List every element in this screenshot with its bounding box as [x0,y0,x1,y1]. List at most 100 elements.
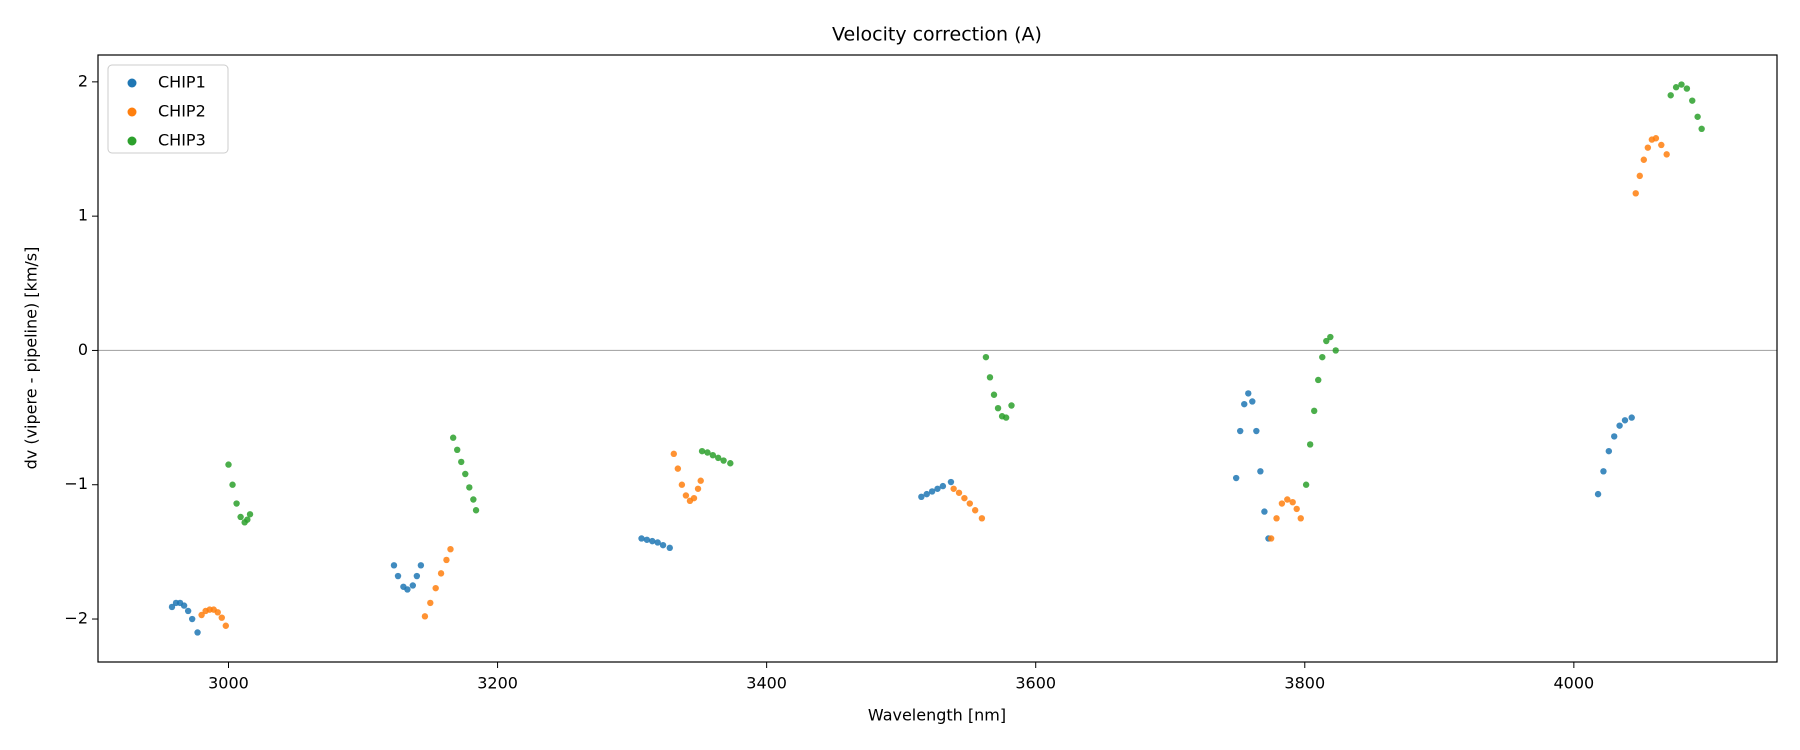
data-point [966,500,973,507]
data-point [994,404,1002,412]
data-point [1667,92,1674,99]
data-point [1644,144,1652,151]
data-point [1652,135,1660,142]
data-point [449,434,457,441]
y-tick-label: 1 [78,206,88,225]
data-point [180,602,188,609]
data-point [168,603,176,611]
x-tick-label: 3600 [1015,674,1056,693]
data-point [678,481,686,488]
data-point [1315,376,1322,384]
data-point [690,494,698,502]
data-point [1293,505,1300,513]
y-tick-label: 0 [78,340,88,359]
data-point [1658,141,1665,149]
data-point [466,484,473,491]
data-point [437,570,445,577]
legend-label: CHIP3 [158,131,206,150]
data-point [237,513,244,521]
data-point [1278,500,1286,507]
data-point [390,562,398,569]
legend-marker [127,78,137,88]
data-point [1241,400,1248,408]
data-point [458,458,465,466]
data-point [1232,474,1240,482]
data-point [720,457,727,464]
x-tick-label: 4000 [1553,674,1594,693]
data-point [472,507,480,514]
data-point [659,541,667,549]
data-point [218,614,225,621]
data-point [1621,417,1629,424]
data-point [1261,508,1268,515]
data-point [1694,113,1701,120]
legend-marker [127,136,137,146]
data-point [404,586,411,593]
data-point [1600,468,1607,475]
data-point [950,485,957,492]
data-point [715,454,722,462]
data-point [421,613,429,620]
data-point [1327,333,1334,341]
data-point [1253,427,1260,435]
data-point [704,449,711,456]
data-point [447,545,454,553]
data-point [1663,151,1670,158]
data-point [1605,447,1613,455]
data-point [184,607,192,615]
data-point [727,460,734,467]
data-point [1640,156,1648,163]
data-point [194,629,201,636]
data-point [1319,353,1326,361]
data-point [1002,414,1010,421]
data-point [1616,422,1623,429]
data-point [188,615,196,623]
data-point [649,537,656,545]
x-tick-label: 3400 [746,674,787,693]
data-point [1611,433,1618,440]
legend-box [107,64,229,154]
data-point [670,450,678,458]
data-point [470,496,477,503]
data-point [1332,347,1339,354]
data-point [1632,190,1639,197]
data-point [1249,398,1256,405]
data-point [971,507,979,514]
data-point [666,544,673,552]
data-point [698,447,706,455]
data-point [222,622,230,629]
data-point [1289,498,1296,506]
data-point [454,446,461,454]
data-point [225,461,232,468]
data-point [1323,337,1330,345]
data-point [1267,535,1275,542]
data-point [1678,81,1685,88]
chart-title: Velocity correction (A) [832,24,1042,46]
data-point [394,572,402,580]
data-point [1306,441,1314,448]
data-point [978,515,986,522]
data-point [417,562,425,569]
y-tick-label: 2 [78,71,88,90]
x-tick-label: 3000 [208,674,249,693]
data-point [1594,490,1602,498]
data-point [443,556,450,564]
data-point [928,488,936,495]
data-point [409,582,417,589]
data-point [1237,427,1244,435]
y-tick-label: −2 [64,609,88,628]
data-point [955,489,963,496]
data-point [462,470,469,478]
data-point [939,482,947,490]
data-point [986,374,994,381]
x-tick-label: 3200 [477,674,518,693]
data-point [1245,390,1252,397]
data-point [233,500,240,507]
data-point [694,485,702,492]
data-point [1628,414,1635,421]
data-point [1284,496,1291,503]
data-point [1698,125,1705,133]
data-point [198,611,205,619]
data-point [918,493,925,501]
legend-label: CHIP1 [158,73,206,92]
